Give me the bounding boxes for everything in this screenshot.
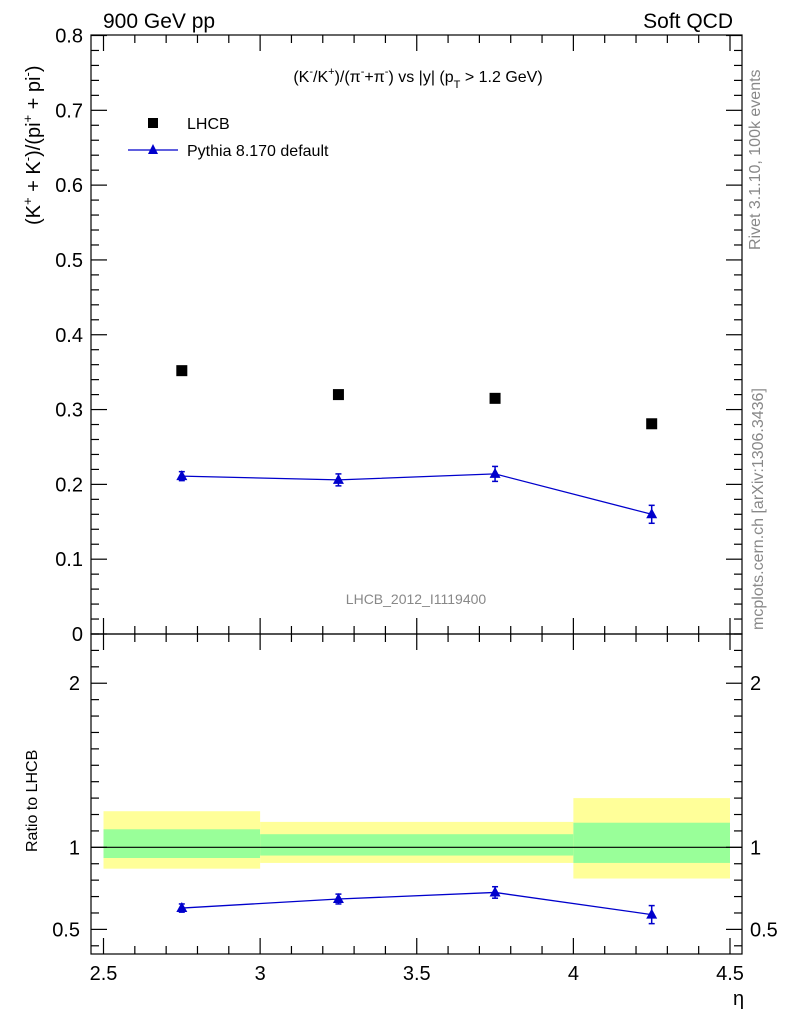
x-tick-label: 4.5 <box>716 963 744 985</box>
ratio-y-tick-label: 0.5 <box>52 919 80 941</box>
pythia-point <box>489 467 501 478</box>
pythia-ratio-point <box>176 902 188 913</box>
legend-lhcb-marker <box>148 118 158 128</box>
data-marks <box>176 365 658 925</box>
pythia-line <box>181 473 652 515</box>
lhcb-point <box>176 365 188 377</box>
ratio-y-tick-label-right: 1 <box>750 837 761 859</box>
x-tick-label: 3 <box>255 963 266 985</box>
analysis-id: LHCB_2012_I1119400 <box>346 591 487 607</box>
x-tick-label: 4 <box>568 963 579 985</box>
ratio-y-tick-label: 1 <box>69 837 80 859</box>
y-tick-label: 0.3 <box>55 400 83 422</box>
pythia-ratio-line <box>181 891 652 916</box>
ratio-y-tick-label-right: 0.5 <box>750 919 778 941</box>
lhcb-point <box>489 392 501 404</box>
ratio-frame <box>90 633 743 955</box>
ratio-bands <box>103 798 730 879</box>
pythia-ratio-point <box>489 886 501 897</box>
main-ylabel: (K+ + K-)/(pi+ + pi-) <box>20 66 45 226</box>
y-tick-label: 0.1 <box>55 549 83 571</box>
lhcb-point <box>646 418 658 430</box>
legend: LHCB Pythia 8.170 default <box>128 116 329 160</box>
rivet-label: Rivet 3.1.10, 100k events <box>747 69 764 250</box>
axis-ticks <box>91 34 742 954</box>
y-tick-label: 0.4 <box>55 325 83 347</box>
header-right: Soft QCD <box>643 10 733 33</box>
ratio-y-tick-label-right: 2 <box>750 673 761 695</box>
legend-lhcb-label: LHCB <box>187 116 230 133</box>
legend-pythia-label: Pythia 8.170 default <box>187 143 329 160</box>
x-tick-label: 2.5 <box>90 963 118 985</box>
lhcb-point <box>332 389 344 401</box>
legend-pythia-marker <box>148 144 158 154</box>
y-tick-label: 0.8 <box>55 26 83 48</box>
ratio-band-inner <box>103 829 261 858</box>
tick-labels: 2.5 3 3.5 4 4.5 0 0.1 0.2 0.3 0.4 0.5 0.6 0.7 0.8 0.5 0… <box>52 26 778 986</box>
ratio-ylabel: Ratio to LHCB <box>24 750 41 852</box>
pythia-ratio-point <box>332 893 344 904</box>
pythia-point <box>332 473 344 484</box>
y-tick-label: 0.7 <box>55 100 83 122</box>
ratio-band-inner <box>573 822 730 863</box>
y-tick-label: 0.5 <box>55 250 83 272</box>
ratio-y-tick-label: 2 <box>69 673 80 695</box>
y-tick-label: 0.2 <box>55 474 83 496</box>
pythia-point <box>176 470 188 481</box>
header-left: 900 GeV pp <box>103 10 215 33</box>
ratio-band-inner <box>260 834 574 856</box>
plot-title: (K-/K+)/(π-+π-) vs |y| (pT > 1.2 GeV) <box>293 66 542 91</box>
mcplots-label: mcplots.cern.ch [arXiv:1306.3436] <box>750 388 767 630</box>
y-tick-label: 0.6 <box>55 175 83 197</box>
x-tick-label: 3.5 <box>403 963 431 985</box>
y-tick-label: 0 <box>72 624 83 646</box>
x-axis-label: η <box>733 988 744 1010</box>
pythia-point <box>646 508 658 519</box>
pythia-ratio-point <box>646 908 658 919</box>
